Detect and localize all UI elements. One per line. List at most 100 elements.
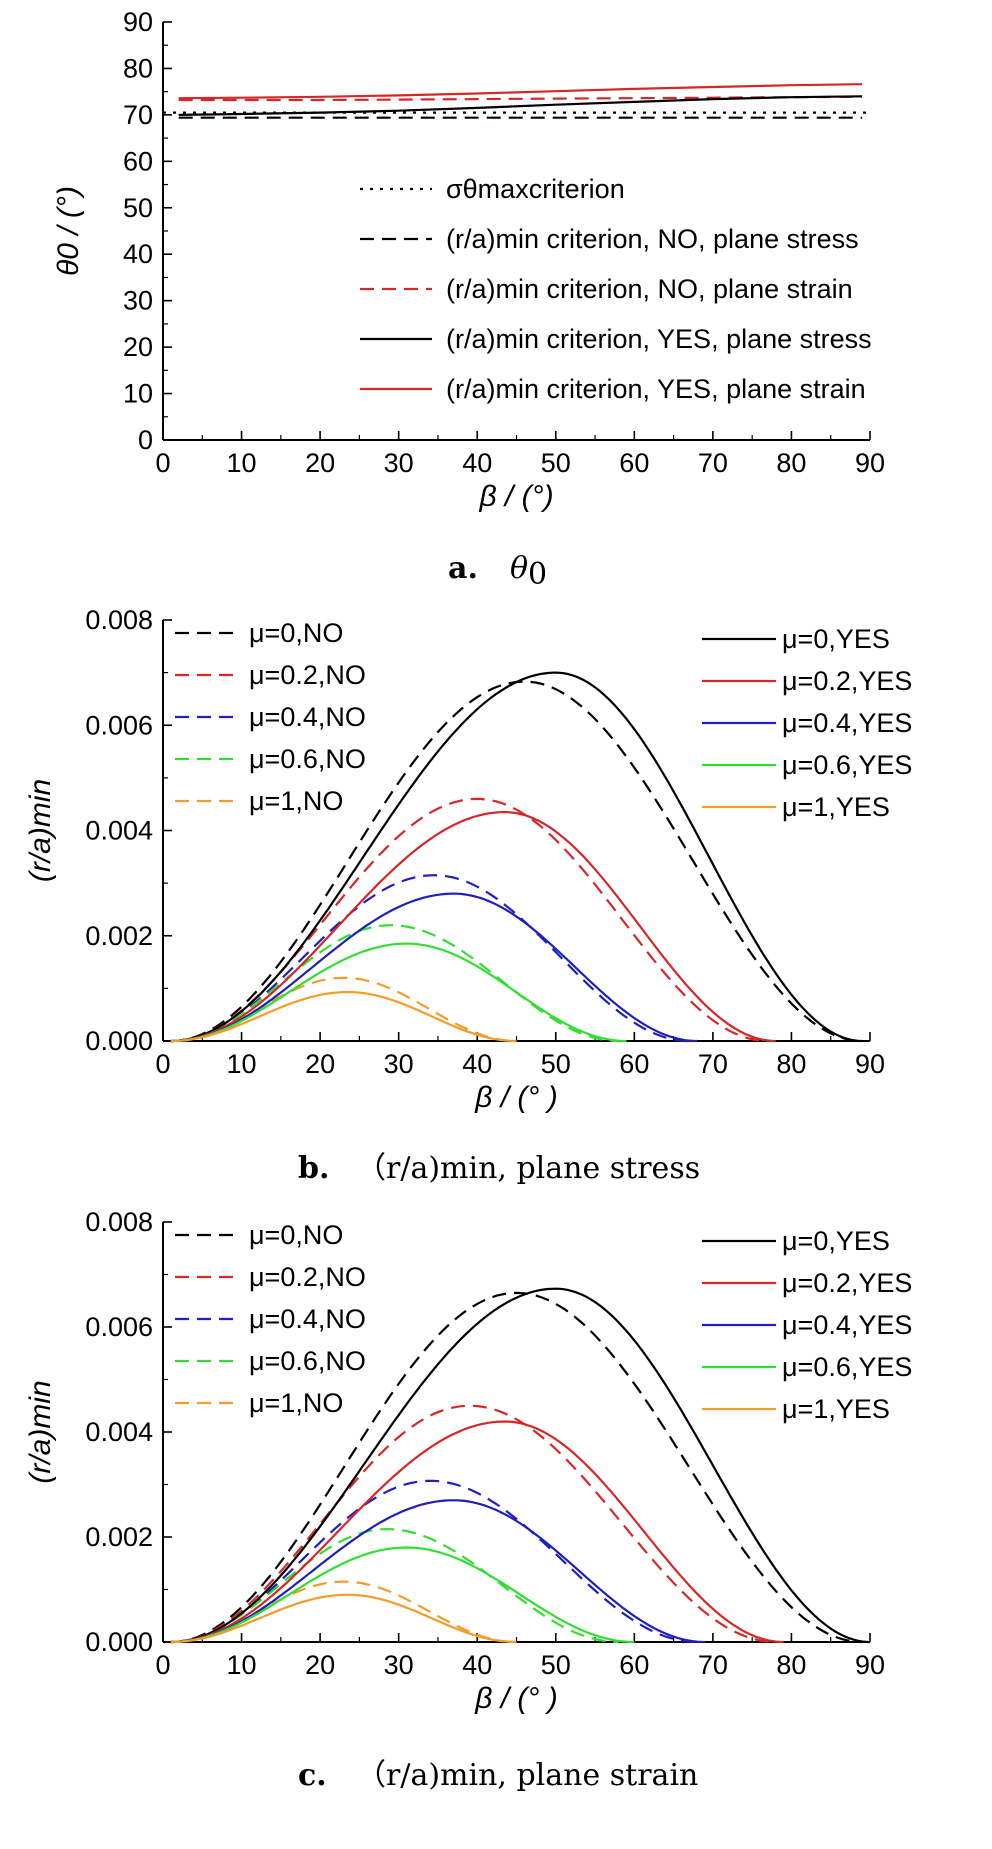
caption-c-text: （r/a)min, plane strain bbox=[356, 1758, 698, 1793]
y-tick-label: 40 bbox=[123, 239, 153, 269]
x-tick-label: 50 bbox=[541, 1049, 571, 1079]
legend-label: μ=0,NO bbox=[249, 618, 343, 648]
legend-label: μ=1,NO bbox=[249, 786, 343, 816]
y-tick-label: 0.006 bbox=[85, 1312, 153, 1342]
series-line bbox=[170, 1404, 776, 1644]
legend-label: μ=1,YES bbox=[782, 792, 890, 822]
y-tick-label: 0.006 bbox=[85, 710, 153, 740]
x-tick-label: 0 bbox=[155, 448, 170, 478]
y-tick-label: 0.008 bbox=[85, 1207, 153, 1237]
x-tick-label: 60 bbox=[619, 1049, 649, 1079]
series-line bbox=[170, 1291, 863, 1644]
x-tick-label: 90 bbox=[855, 1650, 885, 1680]
series-line bbox=[170, 1287, 871, 1644]
y-tick-label: 80 bbox=[123, 53, 153, 83]
x-axis-label: β / (°) bbox=[478, 480, 553, 513]
legend-label: μ=0.6,NO bbox=[249, 744, 366, 774]
series-line bbox=[170, 671, 863, 1043]
legend-label: μ=0,YES bbox=[782, 624, 890, 654]
series-line bbox=[170, 1593, 517, 1644]
y-tick-label: 0 bbox=[138, 425, 153, 455]
series-line bbox=[170, 991, 517, 1043]
x-tick-label: 50 bbox=[541, 1650, 571, 1680]
caption-a-letter: a. bbox=[448, 551, 478, 586]
x-tick-label: 70 bbox=[698, 1049, 728, 1079]
x-tick-label: 30 bbox=[384, 1650, 414, 1680]
x-tick-label: 90 bbox=[855, 448, 885, 478]
x-tick-label: 40 bbox=[462, 1650, 492, 1680]
series-line bbox=[170, 1580, 517, 1644]
y-tick-label: 20 bbox=[123, 332, 153, 362]
x-tick-label: 10 bbox=[227, 448, 257, 478]
y-tick-label: 0.000 bbox=[85, 1627, 153, 1657]
y-tick-label: 50 bbox=[123, 193, 153, 223]
legend-label: μ=0.4,YES bbox=[782, 708, 912, 738]
y-tick-label: 0.002 bbox=[85, 1522, 153, 1552]
x-tick-label: 40 bbox=[462, 1049, 492, 1079]
y-tick-label: 70 bbox=[123, 100, 153, 130]
y-axis-label: (r/a)min bbox=[24, 779, 57, 882]
series-line bbox=[170, 942, 627, 1043]
series-line bbox=[170, 976, 517, 1043]
caption-b-text: （r/a)min, plane stress bbox=[356, 1151, 700, 1186]
series-line bbox=[170, 1420, 784, 1644]
x-tick-label: 0 bbox=[155, 1049, 170, 1079]
legend-label: μ=0.6,NO bbox=[249, 1346, 366, 1376]
x-tick-label: 80 bbox=[776, 448, 806, 478]
y-tick-label: 30 bbox=[123, 286, 153, 316]
chart-panel-b: 0 10 20 30 40 50 60 70 80 90 0.000 0.002 0.004 0.006 0… bbox=[24, 605, 912, 1114]
legend-label: μ=0.2,YES bbox=[782, 1268, 912, 1298]
legend-label: μ=0.4,NO bbox=[249, 1304, 366, 1334]
caption-b-letter: b. bbox=[298, 1151, 329, 1186]
legend-label: μ=0,NO bbox=[249, 1220, 343, 1250]
legend-label: (r/a)min criterion, YES, plane stress bbox=[446, 324, 872, 354]
x-tick-label: 30 bbox=[384, 1049, 414, 1079]
y-tick-label: 0.002 bbox=[85, 921, 153, 951]
x-tick-label: 60 bbox=[619, 448, 649, 478]
series-line bbox=[170, 1499, 706, 1644]
chart-panel-a: 0 10 20 30 40 50 60 70 80 90 0 10 20 30 40 50 60 70 80 90 β … bbox=[52, 7, 885, 513]
legend-label: μ=1,YES bbox=[782, 1394, 890, 1424]
x-tick-label: 50 bbox=[541, 448, 571, 478]
x-tick-label: 70 bbox=[698, 1650, 728, 1680]
caption-c-letter: c. bbox=[298, 1758, 327, 1793]
series-line bbox=[170, 797, 768, 1043]
caption-a-subscript: 0 bbox=[528, 557, 547, 592]
legend-label: μ=0.2,YES bbox=[782, 666, 912, 696]
y-tick-label: 0.008 bbox=[85, 605, 153, 635]
x-tick-label: 40 bbox=[462, 448, 492, 478]
y-tick-label: 10 bbox=[123, 379, 153, 409]
x-tick-label: 0 bbox=[155, 1650, 170, 1680]
legend-label: μ=0.6,YES bbox=[782, 1352, 912, 1382]
y-axis-label: θ0 / (°) bbox=[52, 186, 85, 276]
legend-label: (r/a)min criterion, NO, plane stress bbox=[446, 224, 859, 254]
x-tick-label: 80 bbox=[776, 1650, 806, 1680]
y-tick-label: 0.000 bbox=[85, 1026, 153, 1056]
x-tick-label: 20 bbox=[305, 1049, 335, 1079]
legend-label: μ=0.4,YES bbox=[782, 1310, 912, 1340]
x-tick-label: 70 bbox=[698, 448, 728, 478]
x-tick-label: 30 bbox=[384, 448, 414, 478]
legend-label: μ=0,YES bbox=[782, 1226, 890, 1256]
caption-a-text: θ bbox=[510, 551, 528, 586]
x-tick-label: 90 bbox=[855, 1049, 885, 1079]
series-line bbox=[170, 810, 776, 1043]
legend-label: μ=0.2,NO bbox=[249, 660, 366, 690]
legend-label: (r/a)min criterion, YES, plane strain bbox=[446, 374, 866, 404]
y-axis-label: (r/a)min bbox=[24, 1380, 57, 1483]
x-axis-label: β / (° ) bbox=[474, 1081, 557, 1114]
legend-label: μ=0.6,YES bbox=[782, 750, 912, 780]
series-line bbox=[178, 83, 863, 100]
series-line bbox=[178, 95, 863, 116]
y-tick-label: 0.004 bbox=[85, 1417, 153, 1447]
x-tick-label: 20 bbox=[305, 448, 335, 478]
x-tick-label: 10 bbox=[227, 1049, 257, 1079]
legend-label: μ=1,NO bbox=[249, 1388, 343, 1418]
series-line bbox=[170, 1546, 635, 1644]
legend-label: σθmaxcriterion bbox=[446, 174, 625, 204]
y-tick-label: 90 bbox=[123, 7, 153, 37]
x-tick-label: 80 bbox=[776, 1049, 806, 1079]
x-tick-label: 60 bbox=[619, 1650, 649, 1680]
x-tick-label: 20 bbox=[305, 1650, 335, 1680]
